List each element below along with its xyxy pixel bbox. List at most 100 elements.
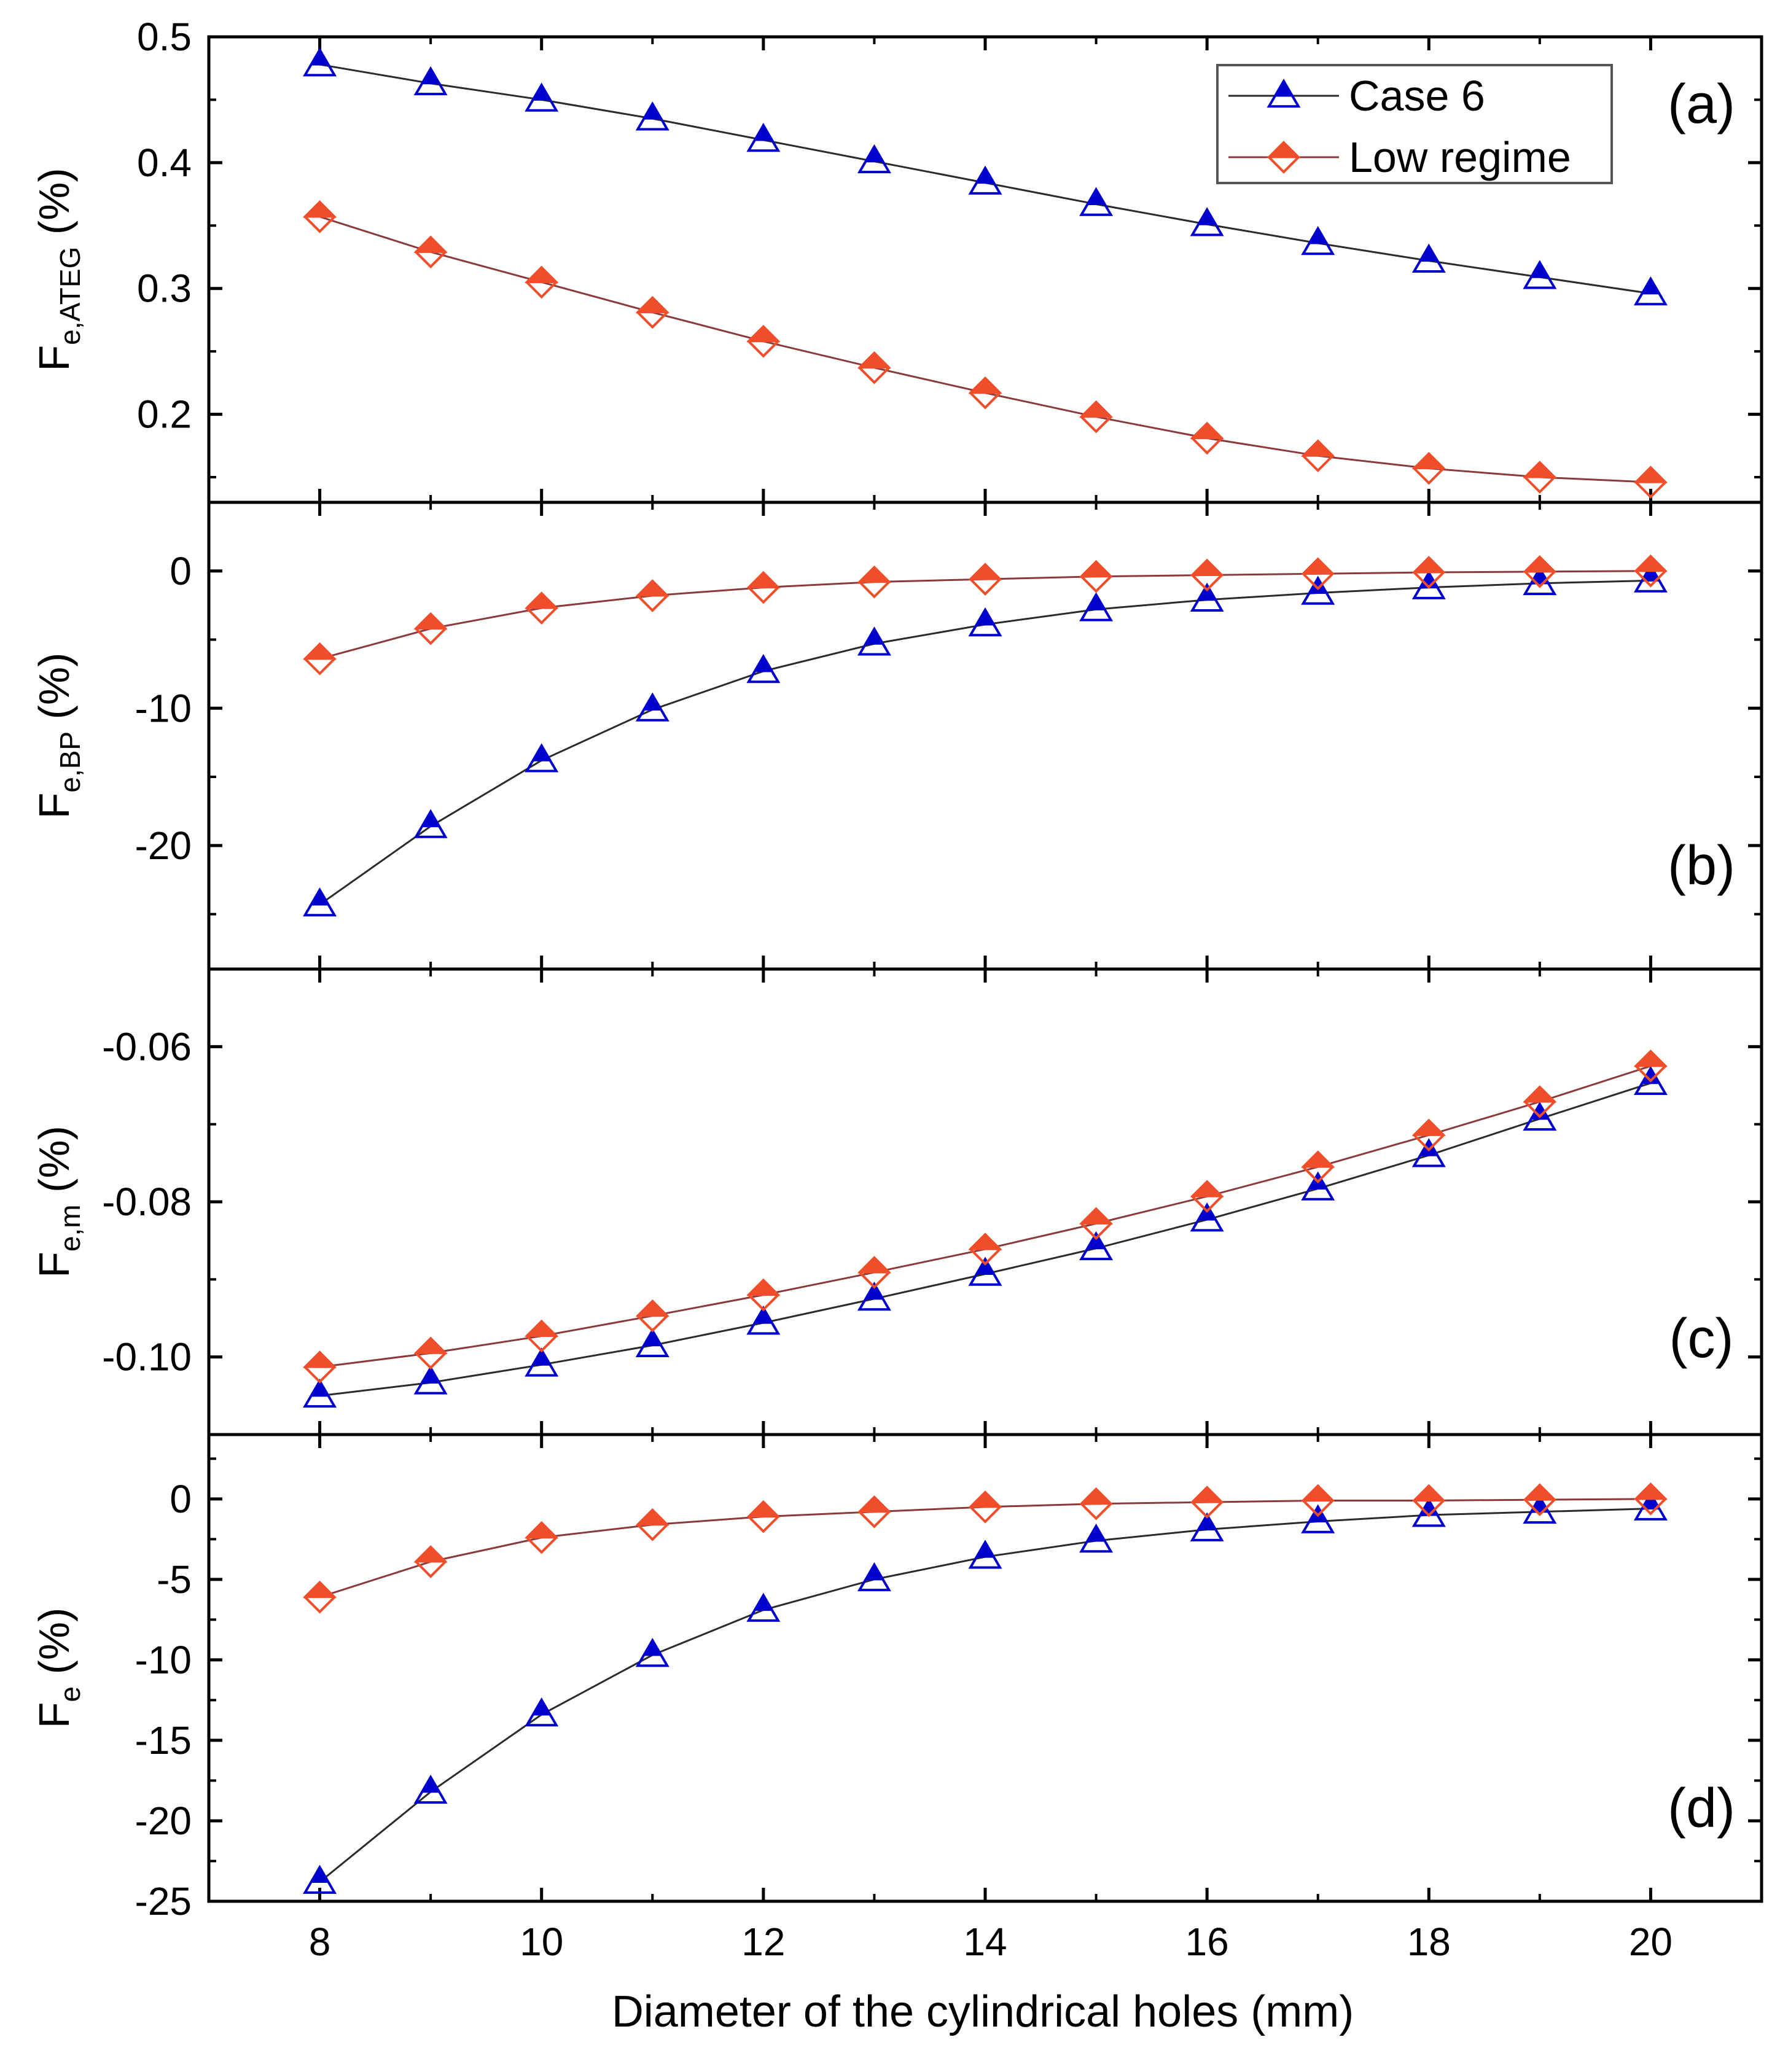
legend-label: Case 6 (1349, 72, 1485, 120)
y-axis-label: Fe,BP (%) (30, 653, 86, 819)
y-axis-label-main: F (30, 1252, 78, 1278)
data-point-case-6-outline (1633, 276, 1668, 306)
data-point-low-regime-outline (1079, 400, 1113, 434)
data-point-case-6-outline (635, 101, 669, 131)
data-point-case-6-outline (1301, 225, 1335, 255)
data-point-low-regime-outline (1190, 1180, 1224, 1213)
y-tick-label: -0.06 (102, 1024, 192, 1069)
panel-d: -25 -20 -15 -10 -5 0 Fe (%) (d) 8 10 12 14 16 18 20 (30, 1433, 1763, 1964)
data-point-case-6-outline (1190, 207, 1224, 236)
data-point-low-regime-outline (857, 1256, 891, 1289)
data-point-low-regime-outline (1523, 461, 1556, 494)
y-tick-label: -0.10 (102, 1335, 192, 1379)
y-axis-label-unit: (%) (30, 168, 78, 246)
data-point-case-6-outline (968, 607, 1002, 637)
panels: 0.2 0.3 0.4 0.5 Fe,ATEG (%) (a) Case 6 Low regi… (30, 15, 1763, 1964)
data-point-low-regime-outline (1079, 559, 1113, 593)
panel-b: -20 -10 0 Fe,BP (%) (b) (30, 500, 1763, 971)
y-tick-label: -20 (135, 1799, 192, 1843)
data-point-case-6-outline (303, 1378, 337, 1408)
data-point-case-6-outline (1523, 1494, 1557, 1524)
data-point-low-regime-outline (636, 579, 669, 612)
data-point-low-regime-outline (303, 642, 337, 676)
data-point-case-6-outline (525, 1347, 559, 1377)
y-tick-label: -20 (135, 824, 192, 868)
data-point-case-6-outline (746, 653, 781, 684)
data-point-case-6-outline (1301, 1171, 1335, 1201)
data-point-case-6-outline (303, 47, 337, 77)
data-point-low-regime-outline (1301, 1484, 1335, 1517)
data-point-case-6-outline (413, 1774, 448, 1804)
data-point-case-6-outline (1079, 592, 1114, 621)
data-point-case-6-outline (413, 66, 448, 96)
y-axis-label: Fe,m (%) (30, 1126, 86, 1278)
data-point-case-6-outline (857, 144, 891, 174)
data-point-low-regime-outline (636, 295, 669, 329)
data-point-low-regime-outline (1523, 1085, 1556, 1118)
data-point-case-6-outline (303, 1864, 337, 1894)
data-point-low-regime-outline (1412, 1484, 1446, 1517)
data-point-low-regime-outline (969, 563, 1002, 596)
y-axis-label-unit: (%) (30, 1608, 78, 1686)
data-point-case-6-outline (413, 809, 448, 838)
data-point-case-6-outline (746, 1306, 781, 1335)
data-point-low-regime-outline (747, 1500, 780, 1533)
y-axis-label-unit: (%) (30, 653, 78, 731)
data-point-case-6-outline (635, 1638, 669, 1667)
data-point-low-regime-outline (636, 1299, 669, 1333)
data-point-case-6-outline (1411, 1498, 1446, 1527)
data-point-low-regime-outline (303, 1580, 337, 1614)
data-point-low-regime-outline (414, 1545, 447, 1578)
data-point-low-regime-outline (1190, 421, 1224, 455)
data-point-case-6-outline (1301, 575, 1335, 605)
x-tick-label: 14 (963, 1920, 1007, 1964)
x-tick-label: 18 (1407, 1920, 1451, 1964)
data-point-low-regime-outline (414, 235, 447, 269)
panel-label: (c) (1669, 1308, 1734, 1369)
data-point-low-regime-outline (857, 1495, 891, 1529)
data-point-case-6-outline (1411, 243, 1446, 273)
legend-marker-case-6-outline (1267, 79, 1301, 108)
data-point-low-regime-outline (747, 324, 780, 358)
data-point-low-regime-outline (636, 1508, 669, 1541)
data-point-low-regime-outline (969, 1233, 1002, 1266)
data-point-low-regime-outline (1634, 1482, 1668, 1516)
data-point-low-regime-outline (1190, 1486, 1224, 1519)
y-axis-label-sub: e,m (54, 1204, 86, 1252)
data-point-low-regime-outline (414, 612, 447, 645)
data-point-case-6-outline (1411, 1138, 1446, 1167)
data-point-case-6-outline (1411, 570, 1446, 599)
data-point-case-6-outline (635, 1328, 669, 1357)
data-point-case-6-outline (968, 1256, 1002, 1286)
y-axis-label-unit: (%) (30, 1126, 78, 1204)
y-tick-label: -10 (135, 1638, 192, 1682)
y-tick-label: 0 (170, 1477, 192, 1521)
legend-label: Low regime (1349, 133, 1571, 181)
x-tick-label: 20 (1629, 1920, 1673, 1964)
data-point-low-regime-outline (1190, 558, 1224, 592)
y-tick-label: 0 (170, 549, 192, 593)
y-axis-label: Fe (%) (30, 1608, 86, 1729)
data-point-case-6-outline (1523, 1101, 1557, 1131)
data-point-low-regime-outline (1301, 1150, 1335, 1183)
data-point-case-6-outline (1301, 1504, 1335, 1533)
y-tick-label: -0.08 (102, 1180, 192, 1224)
y-axis-label-sub: e,BP (54, 731, 86, 793)
data-point-case-6-outline (968, 1540, 1002, 1569)
data-point-case-6-outline (525, 743, 559, 773)
x-axis-label: Diameter of the cylindrical holes (mm) (612, 1987, 1354, 2036)
data-point-case-6-outline (525, 1697, 559, 1727)
data-point-case-6-outline (303, 887, 337, 917)
data-point-low-regime-outline (525, 265, 558, 299)
data-point-low-regime-outline (857, 565, 891, 599)
panel-label: (b) (1668, 835, 1735, 897)
data-point-case-6-outline (746, 123, 781, 152)
data-point-low-regime-outline (525, 1319, 558, 1353)
y-tick-label: -25 (135, 1879, 192, 1923)
data-point-low-regime-outline (303, 1350, 337, 1384)
legend: Case 6 Low regime (1216, 64, 1613, 184)
data-point-low-regime-outline (969, 376, 1002, 410)
